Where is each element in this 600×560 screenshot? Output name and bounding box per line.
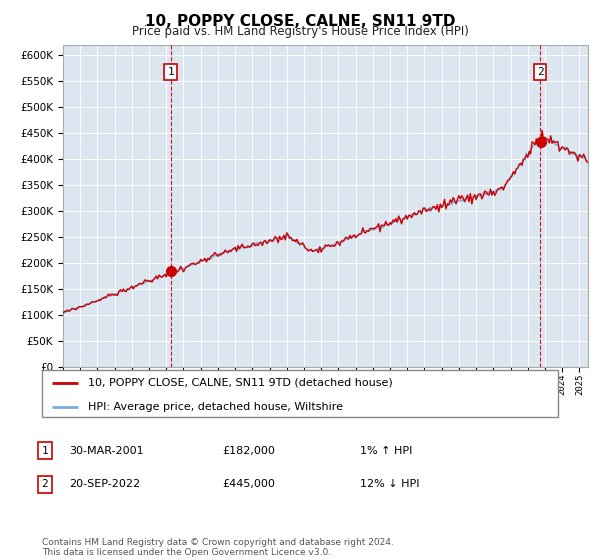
Text: Contains HM Land Registry data © Crown copyright and database right 2024.
This d: Contains HM Land Registry data © Crown c… [42, 538, 394, 557]
Text: £182,000: £182,000 [222, 446, 275, 456]
Text: £445,000: £445,000 [222, 479, 275, 489]
Text: 12% ↓ HPI: 12% ↓ HPI [360, 479, 419, 489]
Text: 10, POPPY CLOSE, CALNE, SN11 9TD (detached house): 10, POPPY CLOSE, CALNE, SN11 9TD (detach… [88, 378, 393, 388]
Text: 1: 1 [41, 446, 49, 456]
FancyBboxPatch shape [42, 370, 558, 417]
Text: HPI: Average price, detached house, Wiltshire: HPI: Average price, detached house, Wilt… [88, 402, 343, 412]
Text: 1: 1 [167, 67, 174, 77]
Text: Price paid vs. HM Land Registry's House Price Index (HPI): Price paid vs. HM Land Registry's House … [131, 25, 469, 38]
Text: 20-SEP-2022: 20-SEP-2022 [69, 479, 140, 489]
Text: 10, POPPY CLOSE, CALNE, SN11 9TD: 10, POPPY CLOSE, CALNE, SN11 9TD [145, 14, 455, 29]
Text: 2: 2 [537, 67, 544, 77]
Text: 30-MAR-2001: 30-MAR-2001 [69, 446, 143, 456]
Text: 1% ↑ HPI: 1% ↑ HPI [360, 446, 412, 456]
Text: 2: 2 [41, 479, 49, 489]
